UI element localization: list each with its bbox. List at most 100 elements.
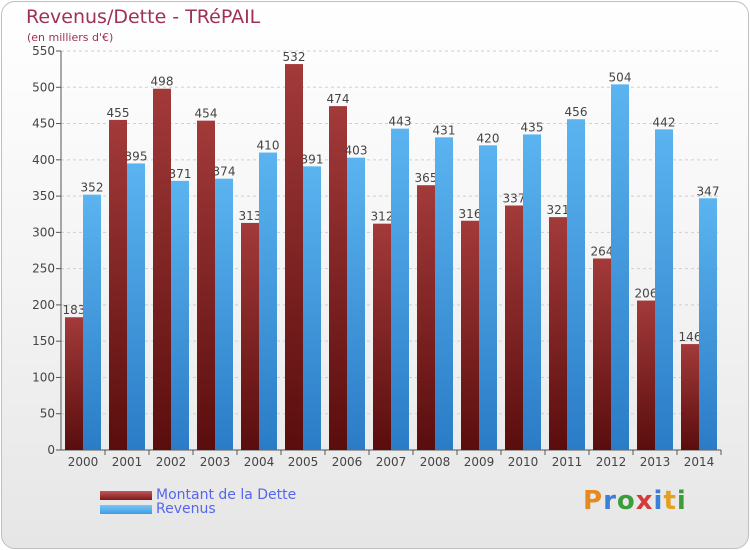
- y-tick-label: 0: [47, 443, 55, 457]
- y-tick-label: 250: [32, 262, 55, 276]
- y-tick-label: 450: [32, 117, 55, 131]
- data-label-revenus: 374: [213, 165, 236, 179]
- x-tick-label: 2004: [244, 455, 275, 469]
- y-tick-label: 550: [32, 44, 55, 58]
- bar-dette: [549, 217, 567, 450]
- data-label-dette: 365: [415, 171, 438, 185]
- data-label-revenus: 410: [257, 139, 280, 153]
- data-label-revenus: 391: [301, 152, 324, 166]
- x-tick-label: 2003: [200, 455, 231, 469]
- data-label-revenus: 352: [81, 181, 104, 195]
- bar-dette: [197, 120, 215, 450]
- bar-dette: [109, 119, 127, 450]
- data-label-dette: 183: [63, 303, 86, 317]
- y-tick-label: 300: [32, 225, 55, 239]
- x-tick-label: 2007: [376, 455, 407, 469]
- data-label-revenus: 442: [653, 115, 676, 129]
- y-tick-label: 150: [32, 334, 55, 348]
- chart-subtitle: (en milliers d'€): [27, 31, 114, 44]
- y-tick-label: 200: [32, 298, 55, 312]
- bar-dette: [373, 223, 391, 450]
- x-tick-label: 2011: [552, 455, 583, 469]
- x-tick-label: 2010: [508, 455, 539, 469]
- bar-dette: [65, 317, 83, 450]
- logo-letter: t: [663, 486, 677, 516]
- legend-label-revenus: Revenus: [156, 501, 216, 517]
- y-tick-label: 400: [32, 153, 55, 167]
- data-label-revenus: 420: [477, 131, 500, 145]
- bar-dette: [637, 300, 655, 450]
- bar-revenus: [171, 180, 189, 450]
- bar-revenus: [303, 166, 321, 450]
- data-label-dette: 316: [459, 207, 482, 221]
- bar-dette: [593, 258, 611, 450]
- bar-revenus: [611, 84, 629, 450]
- x-tick-label: 2001: [112, 455, 143, 469]
- y-tick-label: 100: [32, 370, 55, 384]
- x-tick-label: 2006: [332, 455, 363, 469]
- x-tick-label: 2014: [684, 455, 715, 469]
- x-tick-label: 2012: [596, 455, 627, 469]
- data-label-dette: 146: [679, 330, 702, 344]
- bar-revenus: [127, 163, 145, 451]
- proxiti-logo: Proxiti: [583, 486, 687, 516]
- bar-revenus: [259, 152, 277, 450]
- bar-revenus: [699, 198, 717, 450]
- data-label-revenus: 504: [609, 70, 632, 84]
- data-label-revenus: 395: [125, 149, 148, 163]
- bar-revenus: [567, 119, 585, 451]
- bar-dette: [417, 185, 435, 450]
- logo-letter: P: [583, 486, 604, 516]
- data-label-dette: 455: [107, 106, 130, 120]
- bar-dette: [153, 88, 171, 450]
- y-tick-label: 50: [40, 407, 55, 421]
- logo-letter: i: [676, 486, 687, 516]
- bar-revenus: [655, 129, 673, 450]
- chart-title: Revenus/Dette - TRéPAIL: [26, 6, 261, 28]
- y-tick-label: 350: [32, 189, 55, 203]
- data-label-revenus: 347: [697, 184, 720, 198]
- bar-dette: [505, 205, 523, 450]
- x-tick-label: 2009: [464, 455, 495, 469]
- bar-revenus: [391, 128, 409, 450]
- bar-revenus: [347, 157, 365, 450]
- legend-item-revenus: Revenus: [100, 501, 216, 517]
- data-label-dette: 337: [503, 192, 526, 206]
- data-label-revenus: 371: [169, 167, 192, 181]
- data-label-dette: 312: [371, 210, 394, 224]
- logo-letter: r: [603, 486, 617, 516]
- data-label-dette: 498: [151, 75, 174, 89]
- data-label-dette: 313: [239, 209, 262, 223]
- bar-revenus: [83, 194, 101, 450]
- bar-dette: [461, 220, 479, 450]
- legend-swatch-dette: [100, 490, 152, 500]
- bar-dette: [285, 64, 303, 451]
- bar-revenus: [435, 137, 453, 450]
- x-tick-label: 2008: [420, 455, 451, 469]
- bar-dette: [681, 344, 699, 450]
- x-tick-label: 2013: [640, 455, 671, 469]
- bar-revenus: [523, 134, 541, 450]
- x-tick-label: 2000: [68, 455, 99, 469]
- data-label-revenus: 403: [345, 144, 368, 158]
- data-label-revenus: 431: [433, 123, 456, 137]
- logo-letter: x: [635, 486, 654, 516]
- data-label-dette: 206: [635, 287, 658, 301]
- data-label-dette: 264: [591, 244, 614, 258]
- x-tick-label: 2005: [288, 455, 319, 469]
- data-label-dette: 321: [547, 203, 570, 217]
- logo-letter: o: [616, 486, 636, 516]
- data-label-dette: 454: [195, 107, 218, 121]
- x-tick-label: 2002: [156, 455, 187, 469]
- bar-dette: [241, 222, 259, 450]
- y-tick-label: 500: [32, 80, 55, 94]
- legend-swatch-revenus: [100, 504, 152, 514]
- data-label-revenus: 435: [521, 120, 544, 134]
- data-label-dette: 474: [327, 92, 350, 106]
- bar-revenus: [479, 145, 497, 451]
- data-label-dette: 532: [283, 50, 306, 64]
- data-label-revenus: 456: [565, 105, 588, 119]
- legend-item-dette: Montant de la Dette: [100, 487, 296, 503]
- legend-label-dette: Montant de la Dette: [156, 487, 297, 503]
